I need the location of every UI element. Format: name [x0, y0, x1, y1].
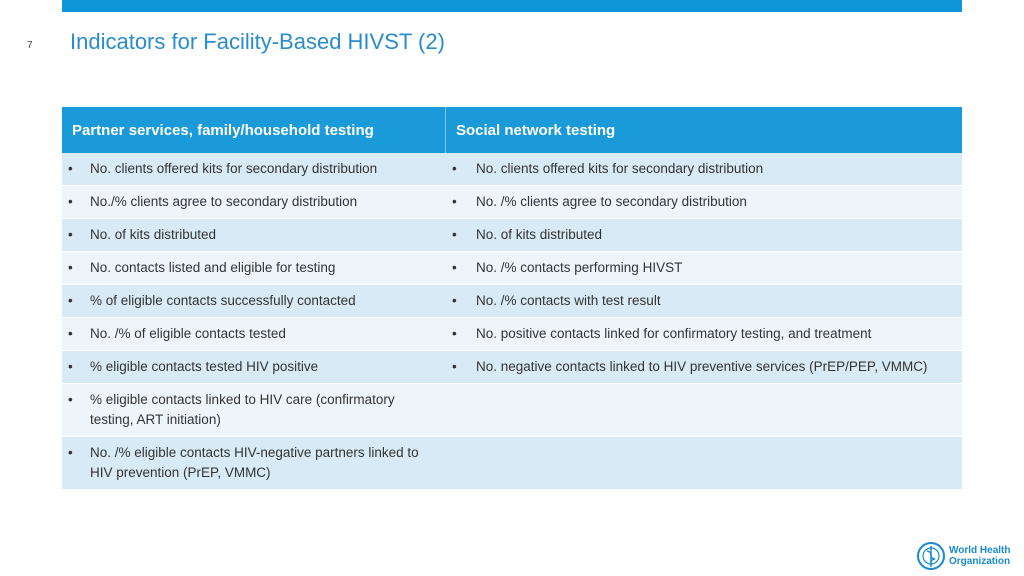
slide-title: Indicators for Facility-Based HIVST (2)	[70, 29, 445, 54]
table-cell: • No. clients offered kits for secondary …	[62, 153, 446, 185]
cell-text: No. /% contacts with test result	[476, 293, 661, 308]
table-row: • No. of kits distributed • No. of kits dis…	[62, 219, 962, 252]
bullet: •	[68, 161, 73, 176]
slide-number: 7	[27, 40, 33, 51]
logo-line: Organization	[949, 556, 1011, 567]
cell-text: No. contacts listed and eligible for tes…	[90, 260, 336, 275]
cell-text: No. clients offered kits for secondary d…	[90, 161, 378, 176]
table-cell: • No. /% of eligible contacts tested	[62, 318, 446, 350]
cell-text: No. positive contacts linked for confirm…	[476, 326, 872, 341]
cell-text: No. of kits distributed	[476, 227, 603, 242]
cell-text: % of eligible contacts successfully cont…	[90, 293, 356, 308]
table-cell: • No. clients offered kits for secondary …	[446, 153, 962, 185]
bullet: •	[68, 293, 73, 308]
table-row: • No. /% of eligible contacts tested • No. …	[62, 318, 962, 351]
table-cell	[446, 437, 962, 489]
bullet: •	[452, 227, 457, 242]
table-cell: • No./% clients agree to secondary distri…	[62, 186, 446, 218]
table-row: • % eligible contacts linked to HIV care …	[62, 384, 962, 437]
top-bar	[62, 0, 962, 12]
cell-text: % eligible contacts linked to HIV care (…	[90, 392, 395, 427]
bullet: •	[452, 194, 457, 209]
table-row: • No. clients offered kits for secondary …	[62, 153, 962, 186]
cell-text: No. /% contacts performing HIVST	[476, 260, 683, 275]
table-cell: • No. /% contacts with test result	[446, 285, 962, 317]
cell-text: No. /% of eligible contacts tested	[90, 326, 286, 341]
bullet: •	[68, 326, 73, 341]
table-cell: • No. /% eligible contacts HIV-negative p…	[62, 437, 446, 489]
table-row: • No. /% eligible contacts HIV-negative p…	[62, 437, 962, 490]
bullet: •	[68, 392, 73, 407]
bullet: •	[68, 227, 73, 242]
table-row: • No. contacts listed and eligible for te…	[62, 252, 962, 285]
logo-line: World Health	[949, 545, 1011, 556]
table-cell: • No. /% contacts performing HIVST	[446, 252, 962, 284]
table-cell: • No. positive contacts linked for confir…	[446, 318, 962, 350]
cell-text: No. clients offered kits for secondary d…	[476, 161, 764, 176]
table-cell: • No. of kits distributed	[446, 219, 962, 251]
table-row: • % eligible contacts tested HIV positive…	[62, 351, 962, 384]
table-cell: • % eligible contacts tested HIV positive	[62, 351, 446, 383]
bullet: •	[452, 359, 457, 374]
bullet: •	[452, 326, 457, 341]
table-cell: • % of eligible contacts successfully con…	[62, 285, 446, 317]
table-body: • No. clients offered kits for secondary …	[62, 153, 962, 490]
bullet: •	[452, 293, 457, 308]
table-cell	[446, 384, 962, 436]
cell-text: No. /% clients agree to secondary distri…	[476, 194, 747, 209]
table-cell: • No. negative contacts linked to HIV pre…	[446, 351, 962, 383]
cell-text: No./% clients agree to secondary distrib…	[90, 194, 358, 209]
table-cell: • No. contacts listed and eligible for te…	[62, 252, 446, 284]
bullet: •	[452, 260, 457, 275]
table-cell: • No. of kits distributed	[62, 219, 446, 251]
who-logo: World Health Organization	[916, 541, 1010, 571]
header-cell: Partner services, family/household testi…	[62, 107, 446, 153]
cell-text: % eligible contacts tested HIV positive	[90, 359, 319, 374]
bullet: •	[68, 359, 73, 374]
bullet: •	[68, 445, 73, 460]
indicator-table: Partner services, family/household testi…	[62, 107, 962, 490]
cell-text: No. of kits distributed	[90, 227, 217, 242]
table-cell: • % eligible contacts linked to HIV care …	[62, 384, 446, 436]
bullet: •	[68, 194, 73, 209]
bullet: •	[452, 161, 457, 176]
logo-text: World Health Organization	[949, 545, 1010, 567]
cell-text: No. /% eligible contacts HIV-negative pa…	[90, 445, 419, 480]
table-row: • No./% clients agree to secondary distri…	[62, 186, 962, 219]
header-cell: Social network testing	[456, 121, 616, 139]
logo-emblem	[917, 542, 945, 570]
bullet: •	[68, 260, 73, 275]
table-cell: • No. /% clients agree to secondary distr…	[446, 186, 962, 218]
table-row: • % of eligible contacts successfully con…	[62, 285, 962, 318]
table-header: Partner services, family/household testi…	[62, 107, 962, 153]
cell-text: No. negative contacts linked to HIV prev…	[476, 359, 928, 374]
